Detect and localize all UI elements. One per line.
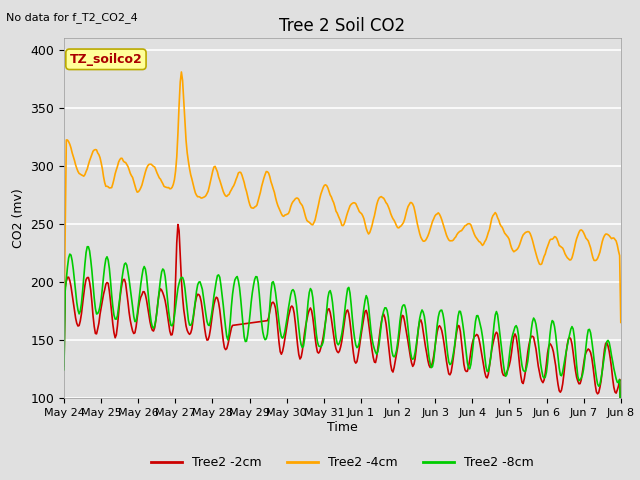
Tree2 -4cm [399,220,407,226]
Line: Tree2 -4cm: Tree2 -4cm [64,72,621,327]
Tree2 -8cm [296,336,304,341]
Tree2 -2cm [617,420,625,426]
Tree2 -8cm [470,329,478,335]
Tree2 -8cm [399,302,407,308]
Tree2 -2cm [470,334,478,339]
Tree2 -8cm [373,351,381,357]
Title: Tree 2 Soil CO2: Tree 2 Soil CO2 [279,17,406,36]
Tree2 -2cm [399,313,407,319]
Tree2 -4cm [373,202,381,208]
Tree2 -2cm [296,356,304,362]
Tree2 -8cm [234,278,242,284]
Tree2 -2cm [373,354,381,360]
Tree2 -4cm [470,231,478,237]
Tree2 -4cm [296,200,304,205]
Tree2 -8cm [617,420,625,426]
Y-axis label: CO2 (mv): CO2 (mv) [12,189,25,248]
Tree2 -8cm [567,326,575,332]
Tree2 -8cm [83,244,91,250]
Line: Tree2 -2cm: Tree2 -2cm [64,225,621,423]
Legend: Tree2 -2cm, Tree2 -4cm, Tree2 -8cm: Tree2 -2cm, Tree2 -4cm, Tree2 -8cm [146,452,539,474]
Text: TZ_soilco2: TZ_soilco2 [70,53,142,66]
Tree2 -8cm [60,367,68,372]
Tree2 -2cm [567,336,575,342]
Tree2 -4cm [177,69,185,75]
Text: No data for f_T2_CO2_4: No data for f_T2_CO2_4 [6,12,138,23]
Tree2 -4cm [567,257,575,263]
Line: Tree2 -8cm: Tree2 -8cm [64,247,621,423]
Tree2 -2cm [174,222,182,228]
Tree2 -4cm [617,320,625,325]
Tree2 -4cm [234,170,242,176]
Tree2 -2cm [234,322,242,327]
X-axis label: Time: Time [327,421,358,434]
Tree2 -4cm [60,324,68,330]
Tree2 -2cm [60,363,68,369]
